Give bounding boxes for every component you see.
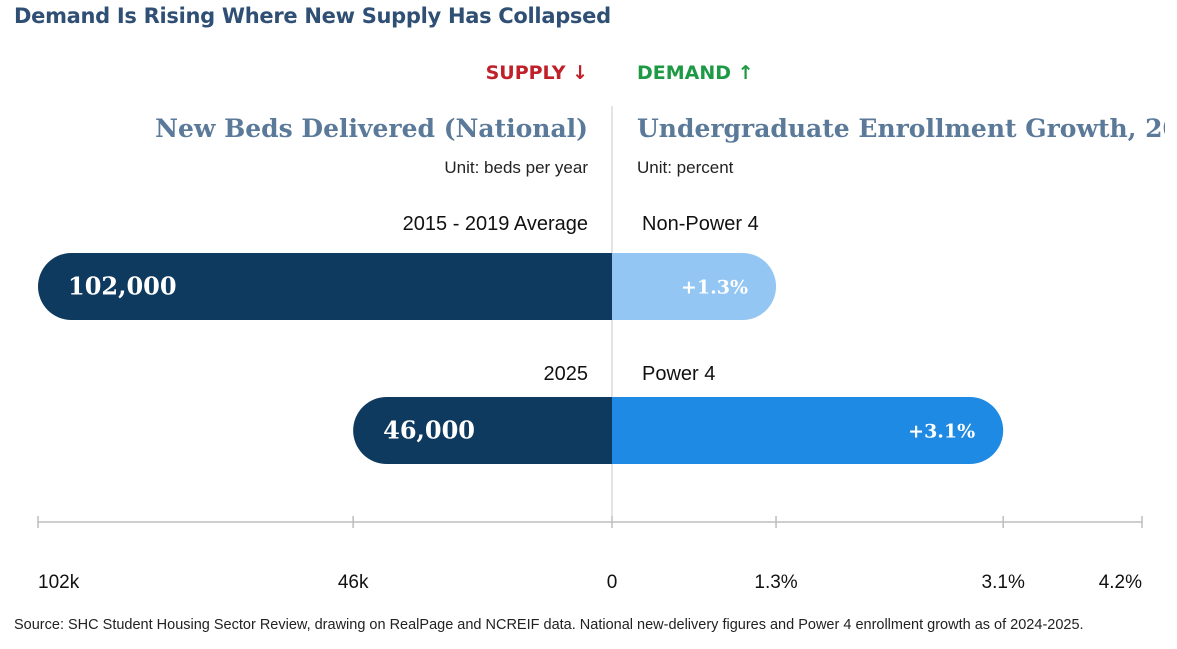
left-category-label: 2015 - 2019 Average bbox=[402, 213, 588, 235]
supply-value-label: 102,000 bbox=[68, 272, 177, 301]
left-unit-label: Unit: beds per year bbox=[444, 158, 588, 177]
supply-bar bbox=[38, 253, 612, 320]
x-axis-tick-label: 4.2% bbox=[1099, 572, 1142, 593]
demand-tag: DEMAND ↑ bbox=[637, 62, 754, 84]
demand-bar bbox=[612, 253, 777, 320]
supply-bar bbox=[353, 397, 612, 464]
supply-tag: SUPPLY ↓ bbox=[485, 62, 588, 84]
right-category-label: Power 4 bbox=[642, 363, 716, 385]
x-axis-tick-label: 0 bbox=[607, 572, 618, 593]
demand-value-label: +1.3% bbox=[681, 277, 748, 299]
x-axis-tick-label: 3.1% bbox=[982, 572, 1025, 593]
x-axis-tick-label: 1.3% bbox=[754, 572, 797, 593]
left-panel-title: New Beds Delivered (National) bbox=[155, 114, 588, 143]
right-unit-label: Unit: percent bbox=[637, 158, 734, 177]
x-axis-tick-label: 46k bbox=[338, 572, 369, 593]
demand-value-label: +3.1% bbox=[908, 421, 975, 443]
chart-title: Demand Is Rising Where New Supply Has Co… bbox=[14, 4, 611, 28]
demand-bar bbox=[612, 397, 1004, 464]
left-category-label: 2025 bbox=[543, 363, 589, 385]
source-note: Source: SHC Student Housing Sector Revie… bbox=[14, 617, 1084, 633]
right-panel-title: Undergraduate Enrollment Growth, 2024 bbox=[637, 114, 1165, 143]
supply-value-label: 46,000 bbox=[383, 416, 475, 445]
right-category-label: Non-Power 4 bbox=[642, 213, 759, 235]
x-axis-tick-label: 102k bbox=[38, 572, 80, 593]
